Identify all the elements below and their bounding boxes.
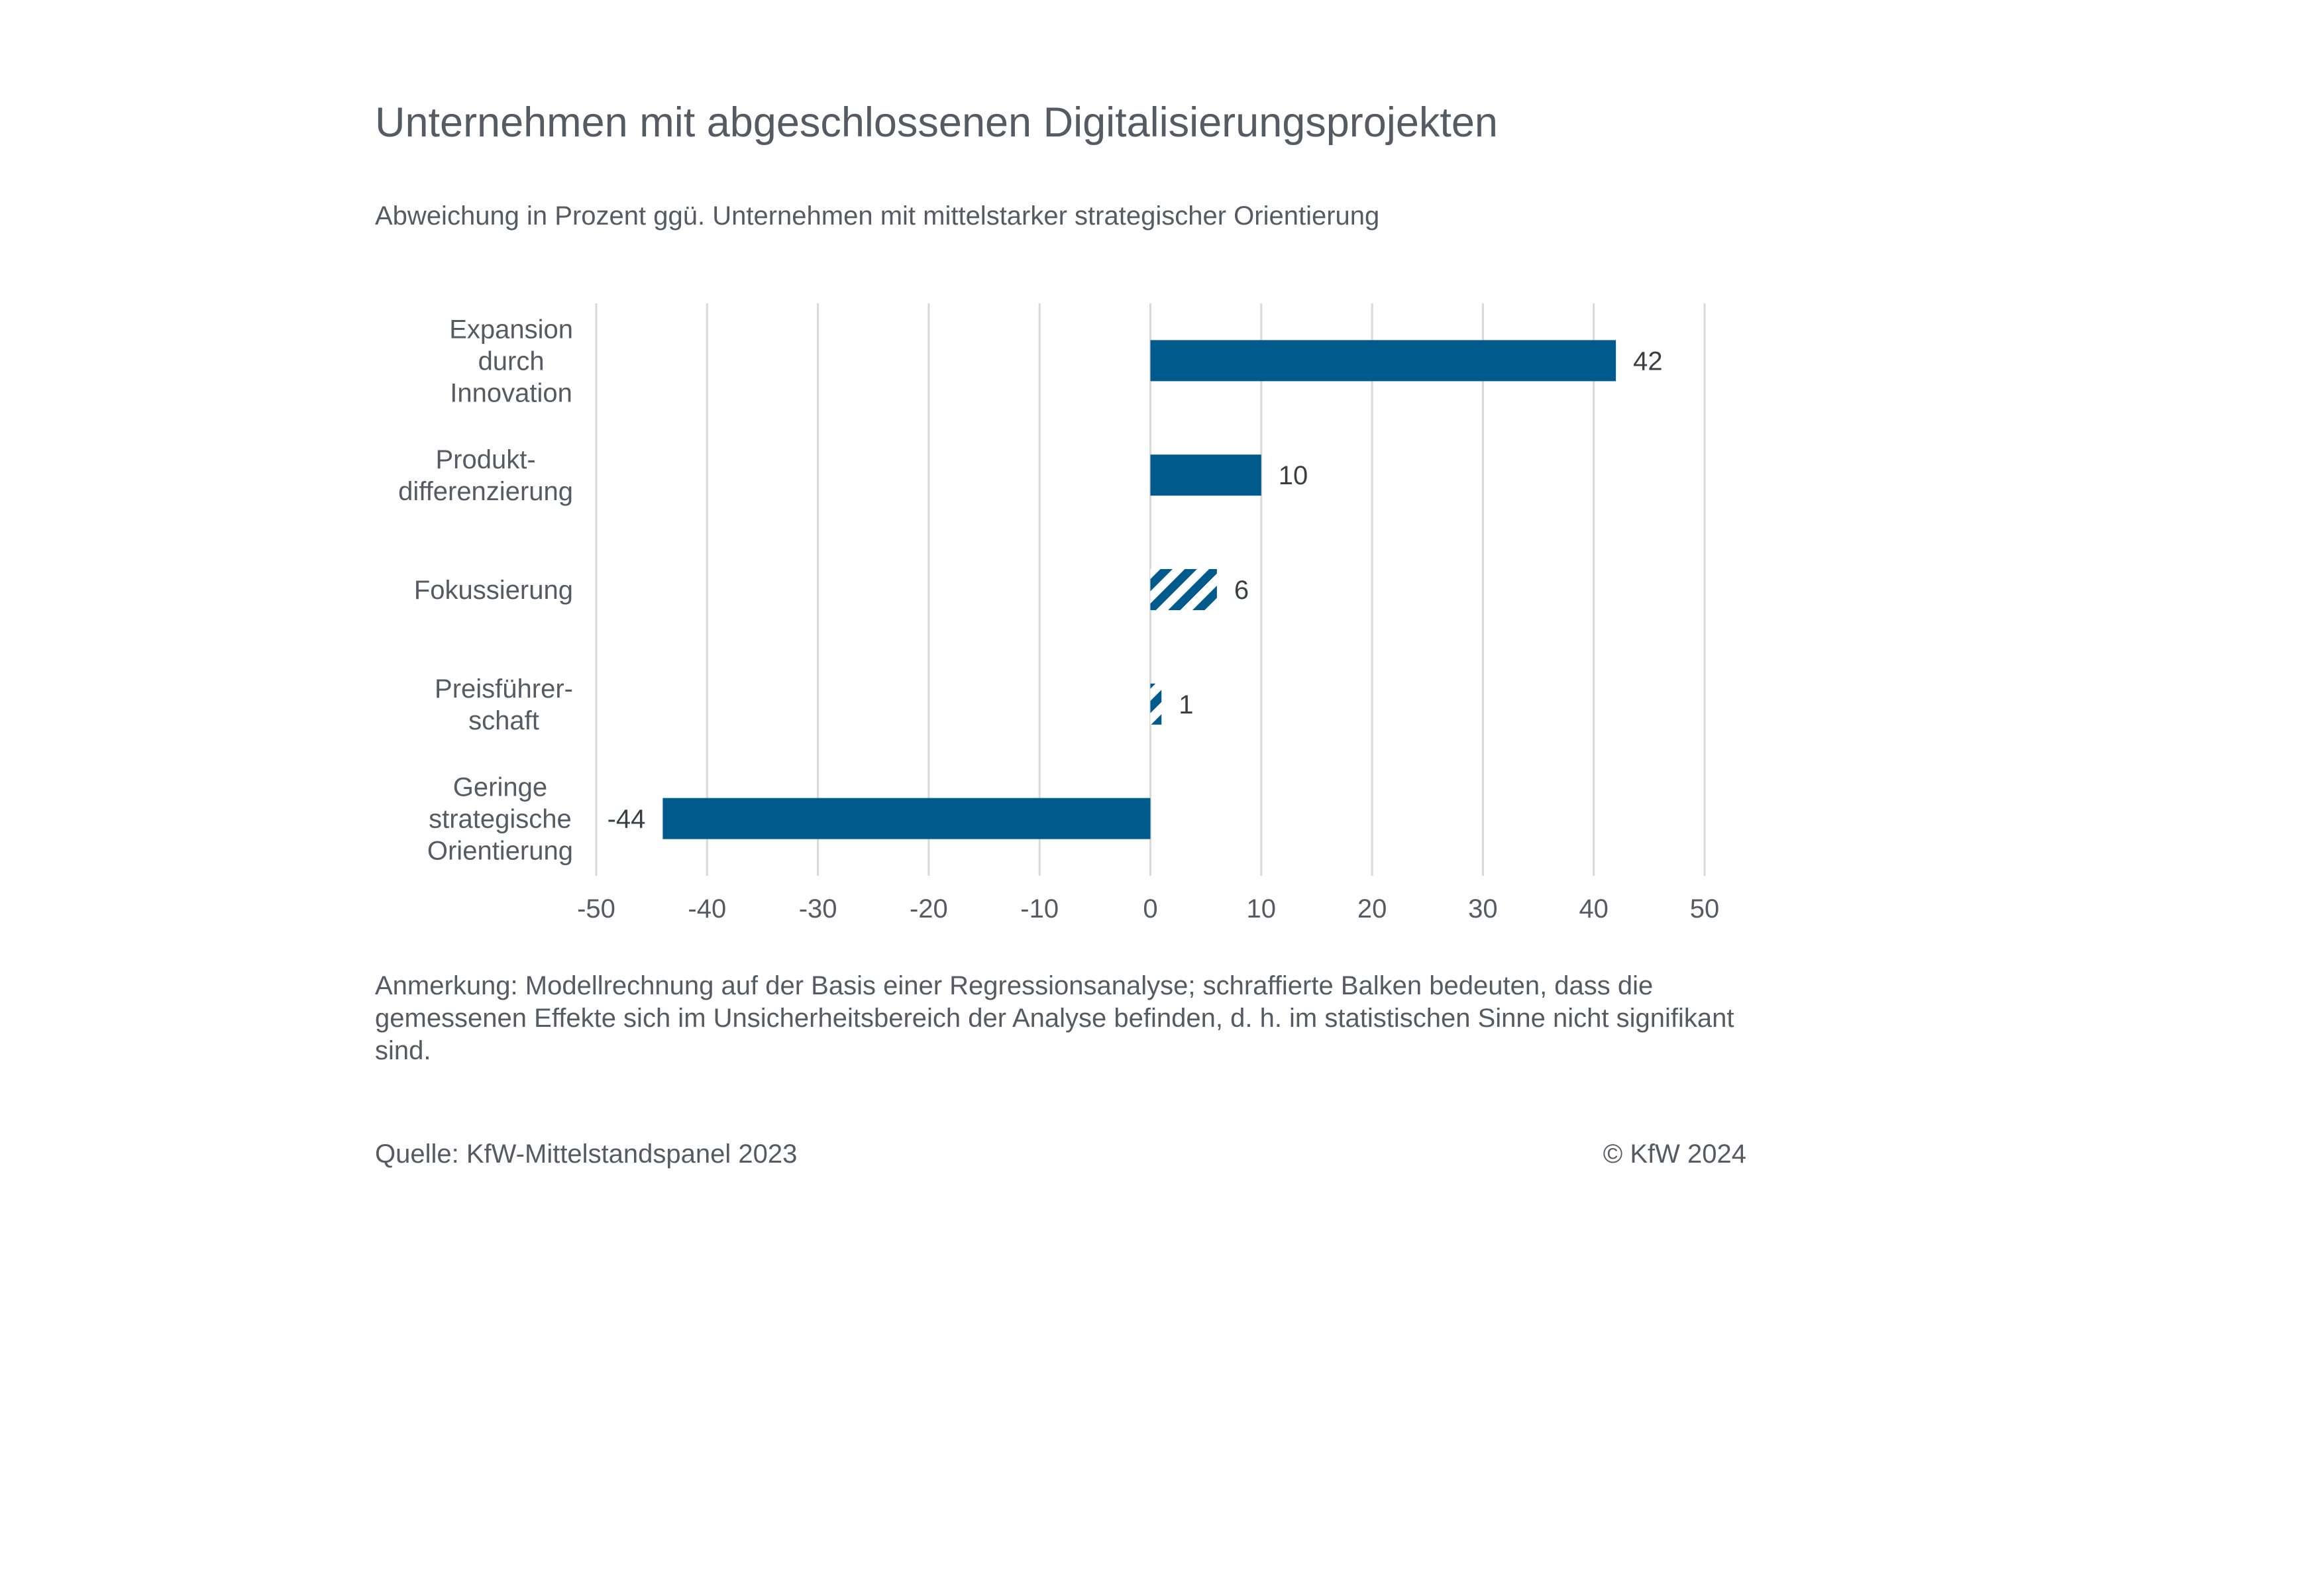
x-tick-label: 30 [1468,894,1498,923]
value-label: 10 [1279,461,1308,490]
bar [662,798,1151,839]
x-tick-label: -50 [577,894,615,923]
x-tick-label: 20 [1357,894,1387,923]
bars [662,340,1616,839]
bar [1150,454,1261,496]
x-tick-label: 40 [1579,894,1609,923]
bar [1150,340,1616,382]
category-label: Expansion durch Innovation [449,315,573,407]
chart-note: Anmerkung: Modellrechnung auf der Basis … [375,971,1734,1065]
chart-title: Unternehmen mit abgeschlossenen Digitali… [375,99,1498,146]
x-tick-label: -30 [799,894,837,923]
x-tick-label: -40 [688,894,726,923]
value-label: 42 [1633,346,1663,376]
value-label: -44 [607,805,646,834]
chart-subtitle: Abweichung in Prozent ggü. Unternehmen m… [375,201,1380,231]
bar-chart: -50 -40 -30 -20 -10 0 10 20 30 40 50 42 Expansion dur… [398,303,1719,923]
x-tick-label: -20 [910,894,948,923]
category-label: Preisführer-schaft [435,674,573,735]
bar-hatched [1150,683,1162,725]
labels: -50 -40 -30 -20 -10 0 10 20 30 40 50 42 Expansion dur… [398,315,1719,923]
category-label: Produkt-differenzierung [398,445,573,506]
chart-source: Quelle: KfW-Mittelstandspanel 2023 [375,1139,798,1169]
value-label: 1 [1179,690,1193,719]
x-tick-label: 10 [1247,894,1277,923]
x-tick-label: 50 [1690,894,1720,923]
gridlines [595,303,1706,876]
category-label: Geringe strategische Orientierung [427,773,573,866]
bar-hatched [1150,569,1217,610]
value-label: 6 [1234,576,1249,605]
category-label: Fokussierung [414,576,573,605]
x-tick-label: 0 [1143,894,1157,923]
chart-copyright: © KfW 2024 [1603,1139,1746,1169]
x-tick-label: -10 [1020,894,1059,923]
